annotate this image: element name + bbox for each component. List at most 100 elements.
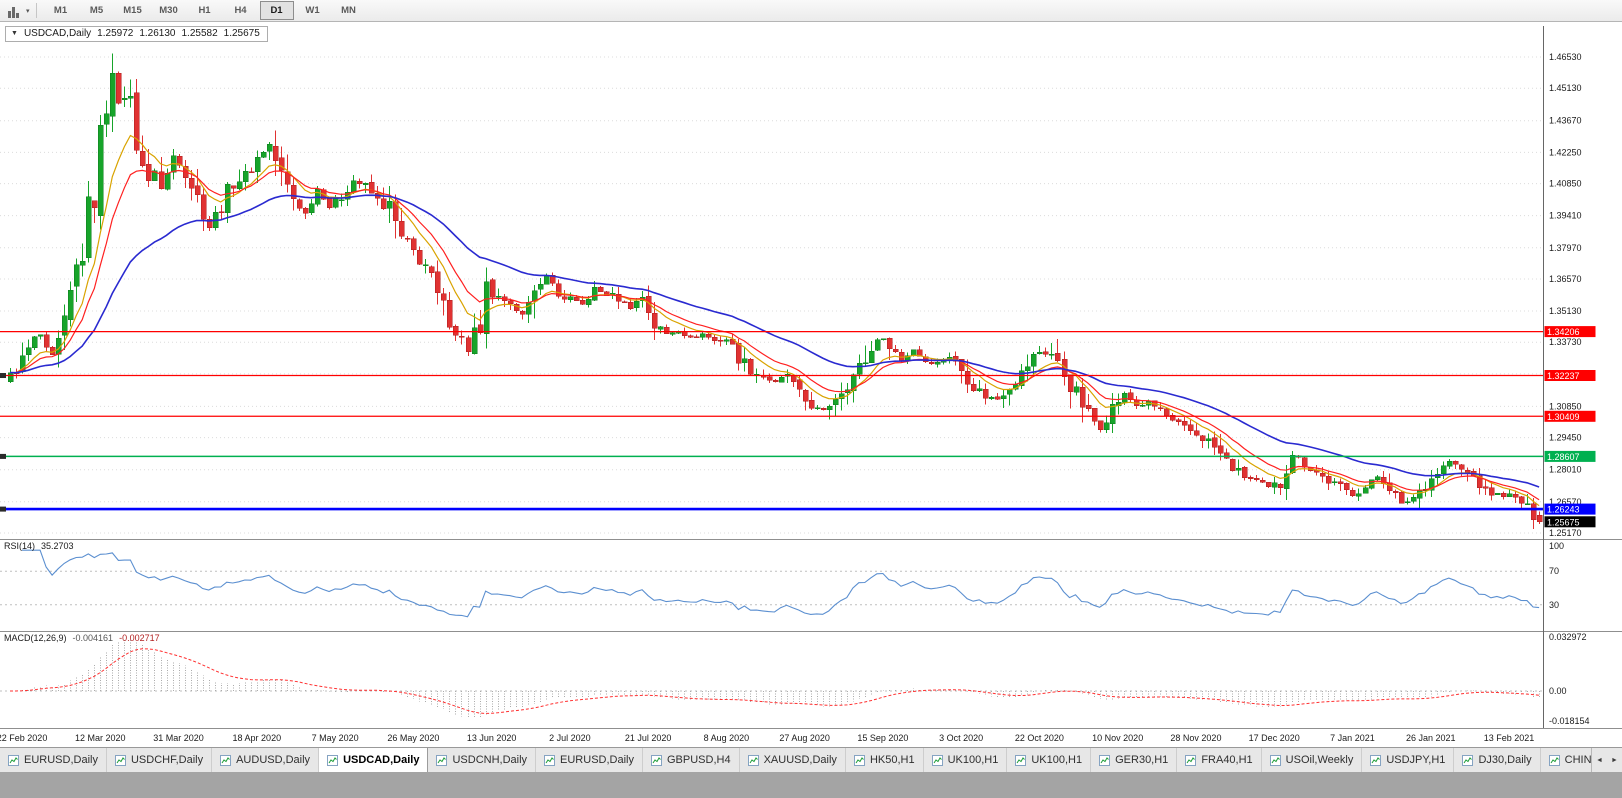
timeframe-button-d1[interactable]: D1	[259, 1, 294, 20]
rsi-name: RSI(14)	[4, 541, 36, 551]
ma-8-line	[9, 134, 1540, 507]
timeframe-buttons: M1 M5 M15 M30 H1 H4 D1 W1 MN	[43, 1, 367, 20]
symbol-label: USDCAD,Daily	[23, 28, 92, 39]
chart-tab-ger30-h1[interactable]: GER30,H1	[1091, 748, 1178, 772]
chart-tab-usdcad-daily[interactable]: USDCAD,Daily	[319, 748, 429, 772]
svg-text:13 Jun 2020: 13 Jun 2020	[467, 733, 517, 743]
timeframe-button-w1[interactable]: W1	[305, 5, 320, 16]
svg-text:1.45130: 1.45130	[1549, 83, 1582, 93]
chart-tab-icon	[436, 754, 448, 766]
toolbar-separator	[35, 3, 37, 18]
rsi-line	[22, 549, 1540, 618]
chart-tab-eurusd-daily[interactable]: EURUSD,Daily	[536, 748, 643, 772]
chart-tab-icon	[1185, 754, 1197, 766]
svg-text:7 Jan 2021: 7 Jan 2021	[1330, 733, 1375, 743]
timeframe-button-mn[interactable]: MN	[341, 5, 356, 16]
macd-label: MACD(12,26,9) -0.004161 -0.002717	[4, 633, 160, 643]
chart-tab-dj30-daily[interactable]: DJ30,Daily	[1454, 748, 1541, 772]
chart-tabs-bar: EURUSD,Daily USDCHF,Daily AUDUSD,Daily USDC…	[0, 747, 1622, 772]
chart-window[interactable]: 1.46530 1.45130 1.43670 1.42250 1.40850 1.394…	[0, 22, 1622, 747]
chart-tab-uk100-h1[interactable]: UK100,H1	[1007, 748, 1092, 772]
timeframe-button-m1[interactable]: M1	[53, 5, 68, 16]
svg-text:28 Nov 2020: 28 Nov 2020	[1170, 733, 1221, 743]
svg-text:0.00: 0.00	[1549, 686, 1567, 696]
chart-tab-icon	[651, 754, 662, 766]
chart-tab-usdcnh-daily[interactable]: USDCNH,Daily	[428, 748, 537, 772]
line-anchor-handle[interactable]	[0, 506, 6, 512]
macd-name: MACD(12,26,9)	[4, 633, 67, 643]
chart-tab-xauusd-daily[interactable]: XAUUSD,Daily	[740, 748, 846, 772]
svg-text:10 Nov 2020: 10 Nov 2020	[1092, 733, 1143, 743]
close-price: 1.25675	[223, 28, 260, 39]
chart-tab-eurusd-daily[interactable]: EURUSD,Daily	[0, 748, 107, 772]
timeframe-button-m5[interactable]: M5	[89, 5, 104, 16]
line-anchor-handle[interactable]	[0, 453, 6, 459]
price-chart-canvas[interactable]: 1.46530 1.45130 1.43670 1.42250 1.40850 1.394…	[0, 22, 1622, 747]
svg-text:1.42250: 1.42250	[1549, 147, 1582, 157]
timeframe-button-h4[interactable]: H4	[234, 5, 247, 16]
svg-text:22 Oct 2020: 22 Oct 2020	[1015, 733, 1064, 743]
chart-tab-label: UK100,H1	[947, 754, 999, 766]
chart-tab-uk100-h1[interactable]: UK100,H1	[924, 748, 1008, 772]
chart-type-icon[interactable]	[6, 3, 25, 19]
status-strip	[0, 772, 1622, 798]
date-axis[interactable]: 22 Feb 2020 12 Mar 2020 31 Mar 2020 18 Apr …	[0, 733, 1534, 743]
chart-tab-label: USDCNH,Daily	[452, 754, 528, 766]
line-anchor-handle[interactable]	[0, 373, 6, 379]
svg-text:27 Aug 2020: 27 Aug 2020	[779, 733, 830, 743]
chart-tab-label: AUDUSD,Daily	[236, 754, 311, 766]
svg-text:100: 100	[1549, 541, 1564, 551]
macd-signal-value: -0.002717	[119, 633, 160, 643]
chart-tab-icon	[931, 754, 943, 766]
current-price-tag: 1.25675	[1544, 516, 1596, 528]
chart-tab-label: USDJPY,H1	[1386, 754, 1446, 766]
tabs-scroll-left-button[interactable]: ◄	[1596, 756, 1603, 764]
timeframe-button-h1[interactable]: H1	[198, 5, 211, 16]
chart-tab-icon	[853, 754, 865, 766]
one-click-trading-toggle[interactable]: ▼	[11, 30, 18, 37]
open-price: 1.25972	[97, 28, 134, 39]
chart-tab-label: GER30,H1	[1115, 754, 1169, 766]
svg-text:1.28010: 1.28010	[1549, 465, 1582, 475]
chart-tab-label: CHINA300,H1	[1564, 754, 1591, 766]
svg-text:2 Jul 2020: 2 Jul 2020	[549, 733, 591, 743]
chart-tab-icon	[1548, 754, 1560, 766]
svg-text:1.30409: 1.30409	[1547, 412, 1580, 422]
candles-layer	[7, 53, 1543, 530]
macd-value: -0.004161	[72, 633, 114, 643]
svg-text:22 Feb 2020: 22 Feb 2020	[0, 733, 47, 743]
price-axis[interactable]: 1.46530 1.45130 1.43670 1.42250 1.40850 1.394…	[1549, 52, 1590, 726]
timeframe-button-m15[interactable]: M15	[123, 5, 142, 16]
svg-text:1.34206: 1.34206	[1547, 327, 1580, 337]
chart-tab-usdjpy-h1[interactable]: USDJPY,H1	[1362, 748, 1455, 772]
tabs-scroll-controls: ◄ ►	[1591, 748, 1622, 772]
chart-tab-label: DJ30,Daily	[1478, 754, 1532, 766]
price-tag-1.32237: 1.32237	[1544, 370, 1596, 381]
chart-type-dropdown-caret[interactable]: ▾	[26, 7, 30, 15]
svg-text:1.28607: 1.28607	[1547, 452, 1580, 462]
price-grid	[0, 56, 1544, 534]
svg-text:70: 70	[1549, 566, 1559, 576]
chart-tab-icon	[220, 754, 232, 766]
tabs-scroll-right-button[interactable]: ►	[1611, 756, 1618, 764]
chart-tab-hk50-h1[interactable]: HK50,H1	[846, 748, 924, 772]
chart-tab-usdchf-daily[interactable]: USDCHF,Daily	[107, 748, 213, 772]
macd-histogram	[22, 638, 1540, 719]
chart-tab-usoil-weekly[interactable]: USOil,Weekly	[1262, 748, 1363, 772]
svg-text:31 Mar 2020: 31 Mar 2020	[153, 733, 204, 743]
svg-text:26 Jan 2021: 26 Jan 2021	[1406, 733, 1456, 743]
top-toolbar: ▾ M1 M5 M15 M30 H1 H4 D1 W1 MN	[0, 0, 1622, 22]
chart-tab-audusd-daily[interactable]: AUDUSD,Daily	[212, 748, 320, 772]
price-tag-1.26243: 1.26243	[1544, 503, 1596, 515]
chart-tab-gbpusd-h4[interactable]: GBPUSD,H4	[643, 748, 740, 772]
timeframe-button-m30[interactable]: M30	[159, 5, 178, 16]
svg-text:12 Mar 2020: 12 Mar 2020	[75, 733, 126, 743]
svg-text:1.40850: 1.40850	[1549, 179, 1582, 189]
chart-tab-label: EURUSD,Daily	[560, 754, 634, 766]
svg-text:18 Apr 2020: 18 Apr 2020	[233, 733, 282, 743]
chart-tab-fra40-h1[interactable]: FRA40,H1	[1177, 748, 1262, 772]
chart-tab-label: FRA40,H1	[1201, 754, 1253, 766]
chart-tab-china300-h1[interactable]: CHINA300,H1	[1541, 748, 1591, 772]
ma-34-line	[9, 194, 1540, 488]
svg-text:1.32237: 1.32237	[1547, 371, 1580, 381]
